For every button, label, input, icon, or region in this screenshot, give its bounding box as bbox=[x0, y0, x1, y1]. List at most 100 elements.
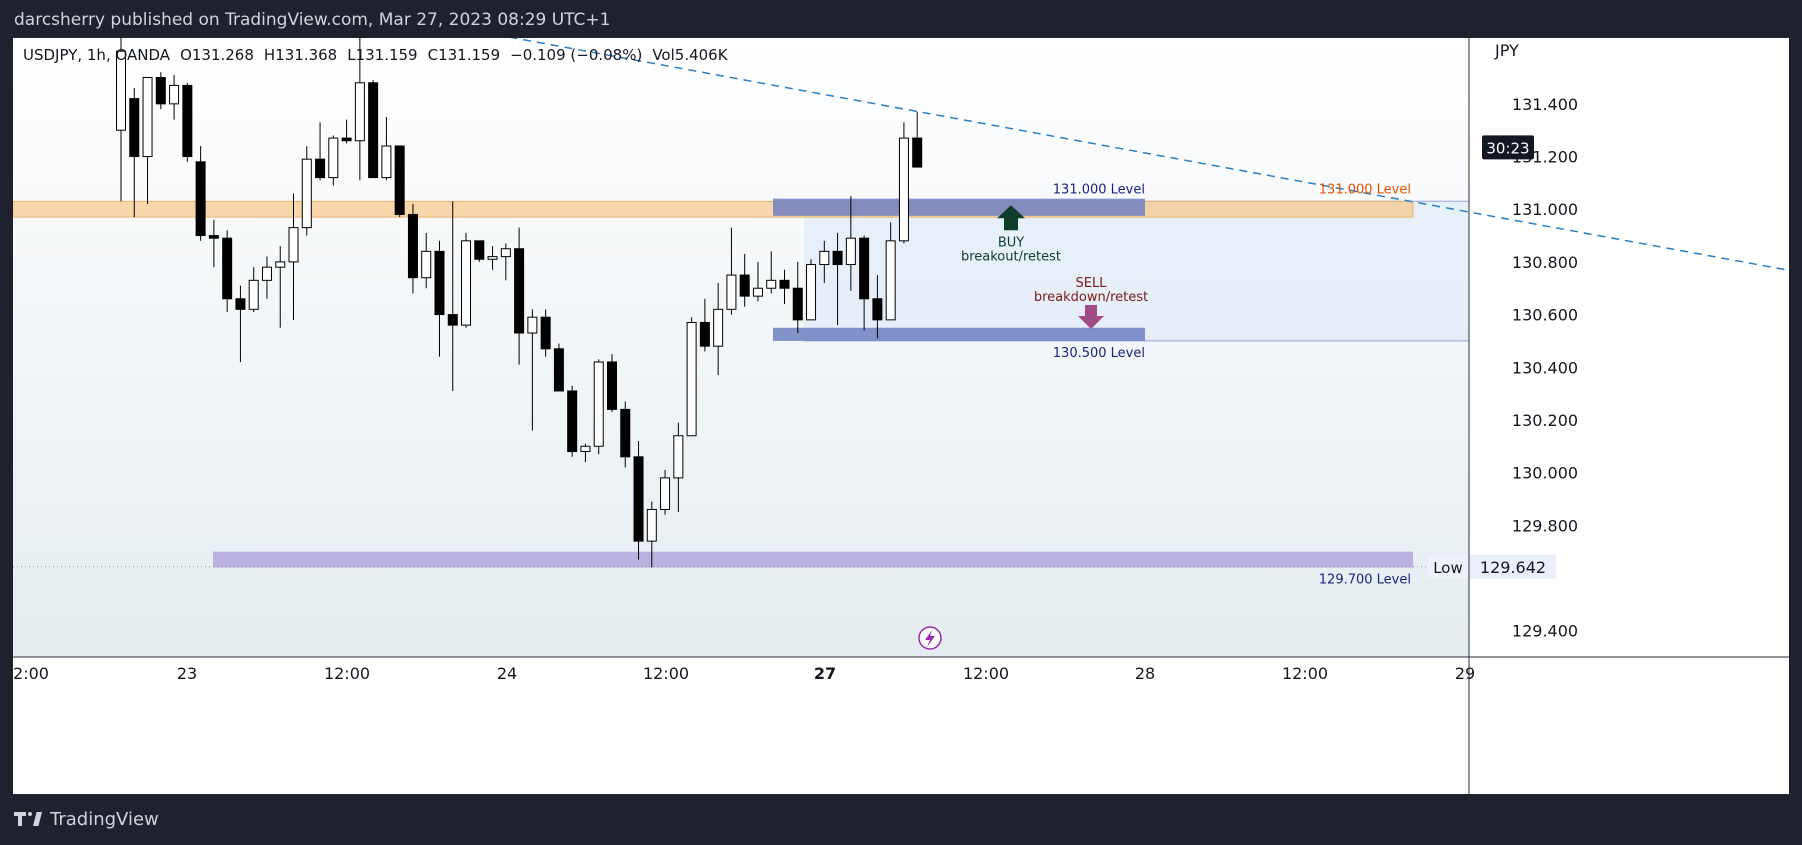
footer-brand[interactable]: TradingView bbox=[14, 806, 159, 832]
y-tick-label: 130.000 bbox=[1512, 464, 1578, 483]
footer-brand-label: TradingView bbox=[50, 808, 159, 830]
candle-body[interactable] bbox=[593, 361, 604, 447]
candle-body[interactable] bbox=[699, 321, 710, 347]
level-box-1305[interactable] bbox=[773, 327, 1145, 341]
candle-body[interactable] bbox=[514, 248, 525, 334]
candle-body[interactable] bbox=[872, 298, 883, 321]
candle-body[interactable] bbox=[354, 82, 365, 142]
x-tick-label: 12:00 bbox=[324, 664, 370, 683]
candle-body[interactable] bbox=[142, 77, 153, 158]
candle-body[interactable] bbox=[912, 137, 923, 168]
candle-body[interactable] bbox=[474, 240, 485, 260]
candle-body[interactable] bbox=[527, 316, 538, 334]
candle-body[interactable] bbox=[182, 84, 193, 158]
candle-body[interactable] bbox=[275, 261, 286, 268]
candle-body[interactable] bbox=[368, 82, 379, 179]
candle-body[interactable] bbox=[301, 158, 312, 229]
publisher-bar: darcsherry published on TradingView.com,… bbox=[0, 0, 1802, 38]
candle-body[interactable] bbox=[660, 477, 671, 510]
candle-body[interactable] bbox=[646, 508, 657, 542]
x-tick-label: 2:00 bbox=[13, 664, 49, 683]
price-axis-panel bbox=[1469, 38, 1789, 794]
level-label-1305: 130.500 Level bbox=[1053, 346, 1145, 361]
candle-body[interactable] bbox=[169, 84, 180, 105]
candle-body[interactable] bbox=[832, 250, 843, 266]
candle-body[interactable] bbox=[261, 266, 272, 281]
support-zone-1297[interactable] bbox=[213, 551, 1413, 568]
candle-body[interactable] bbox=[328, 137, 339, 179]
candle-body[interactable] bbox=[540, 316, 551, 350]
sell-sublabel: breakdown/retest bbox=[1034, 290, 1148, 305]
candle-body[interactable] bbox=[792, 287, 803, 321]
candle-body[interactable] bbox=[288, 227, 299, 263]
candle-body[interactable] bbox=[633, 456, 644, 542]
chart-frame[interactable]: USDJPY, 1h, OANDA O131.268 H131.368 L131.15… bbox=[13, 38, 1789, 794]
candle-body[interactable] bbox=[487, 256, 498, 260]
currency-unit-label: JPY bbox=[1494, 41, 1519, 60]
sell-label: SELL bbox=[1076, 276, 1108, 291]
candle-body[interactable] bbox=[394, 145, 405, 215]
candle-body[interactable] bbox=[686, 321, 697, 437]
candle-body[interactable] bbox=[898, 137, 909, 242]
candle-body[interactable] bbox=[222, 237, 233, 300]
y-tick-label: 130.800 bbox=[1512, 253, 1578, 272]
candle-body[interactable] bbox=[500, 248, 511, 258]
level-box-131[interactable] bbox=[773, 198, 1145, 216]
close-value: C131.159 bbox=[427, 46, 501, 64]
candle-body[interactable] bbox=[381, 145, 392, 179]
candle-body[interactable] bbox=[580, 445, 591, 453]
candle-body[interactable] bbox=[447, 314, 458, 326]
candle-body[interactable] bbox=[845, 237, 856, 266]
price-chart[interactable]: 131.000 Level 131.000 Level 130.500 Level 1… bbox=[13, 38, 1789, 794]
high-value: H131.368 bbox=[263, 46, 338, 64]
level-label-131-orange: 131.000 Level bbox=[1319, 183, 1411, 198]
candle-body[interactable] bbox=[713, 308, 724, 347]
candle-body[interactable] bbox=[620, 408, 631, 458]
candle-body[interactable] bbox=[235, 298, 246, 310]
symbol-label[interactable]: USDJPY, 1h, OANDA bbox=[23, 46, 171, 64]
candle-body[interactable] bbox=[407, 213, 418, 279]
candle-body[interactable] bbox=[315, 158, 326, 179]
x-tick-label: 23 bbox=[177, 664, 197, 683]
candle-body[interactable] bbox=[421, 250, 432, 279]
range-region bbox=[804, 201, 1469, 341]
buy-sublabel: breakout/retest bbox=[961, 249, 1061, 264]
y-tick-label: 130.600 bbox=[1512, 306, 1578, 325]
candle-body[interactable] bbox=[885, 240, 896, 321]
x-tick-label: 29 bbox=[1455, 664, 1475, 683]
x-tick-label: 12:00 bbox=[963, 664, 1009, 683]
candle-body[interactable] bbox=[606, 361, 617, 410]
candle-body[interactable] bbox=[752, 287, 763, 297]
candle-body[interactable] bbox=[859, 237, 870, 300]
y-tick-label: 131.400 bbox=[1512, 95, 1578, 114]
candle-body[interactable] bbox=[461, 240, 472, 326]
candle-body[interactable] bbox=[766, 279, 777, 289]
candle-body[interactable] bbox=[726, 274, 737, 310]
candle-body[interactable] bbox=[673, 435, 684, 479]
y-tick-label: 130.400 bbox=[1512, 358, 1578, 377]
x-tick-label: 12:00 bbox=[643, 664, 689, 683]
candle-body[interactable] bbox=[116, 50, 126, 131]
level-label-131: 131.000 Level bbox=[1053, 183, 1145, 198]
candle-body[interactable] bbox=[208, 235, 219, 239]
candle-body[interactable] bbox=[553, 348, 564, 392]
low-value: 129.642 bbox=[1480, 558, 1546, 577]
low-badge-bg bbox=[1428, 555, 1468, 578]
candle-body[interactable] bbox=[567, 390, 578, 453]
candle-body[interactable] bbox=[779, 279, 790, 289]
candle-body[interactable] bbox=[434, 250, 445, 316]
y-tick-label: 130.200 bbox=[1512, 411, 1578, 430]
candle-body[interactable] bbox=[819, 250, 830, 266]
candle-body[interactable] bbox=[129, 98, 140, 158]
candle-body[interactable] bbox=[195, 161, 206, 237]
candle-body[interactable] bbox=[806, 264, 817, 321]
candle-body[interactable] bbox=[248, 279, 259, 310]
candle-body[interactable] bbox=[341, 137, 352, 142]
resistance-zone-131[interactable] bbox=[13, 200, 1414, 218]
x-tick-label: 12:00 bbox=[1282, 664, 1328, 683]
candle-body[interactable] bbox=[739, 274, 750, 297]
current-price-badge bbox=[1482, 135, 1534, 160]
change-value: −0.109 (−0.08%) bbox=[510, 46, 643, 64]
candle-body[interactable] bbox=[155, 77, 166, 105]
x-tick-label: 24 bbox=[497, 664, 517, 683]
